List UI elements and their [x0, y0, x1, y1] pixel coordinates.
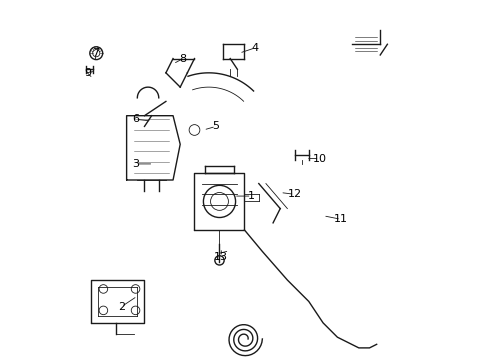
Text: 13: 13 [214, 252, 228, 262]
Text: 3: 3 [132, 159, 139, 169]
Text: 10: 10 [312, 154, 326, 163]
Text: 12: 12 [287, 189, 301, 199]
Text: 1: 1 [247, 191, 255, 201]
Text: 7: 7 [92, 48, 99, 58]
Text: 6: 6 [132, 114, 139, 124]
Text: 4: 4 [251, 43, 258, 53]
Text: 11: 11 [333, 214, 347, 224]
Text: 2: 2 [118, 302, 124, 312]
Text: 5: 5 [212, 121, 219, 131]
Text: 8: 8 [179, 54, 186, 64]
Text: 9: 9 [83, 68, 91, 78]
